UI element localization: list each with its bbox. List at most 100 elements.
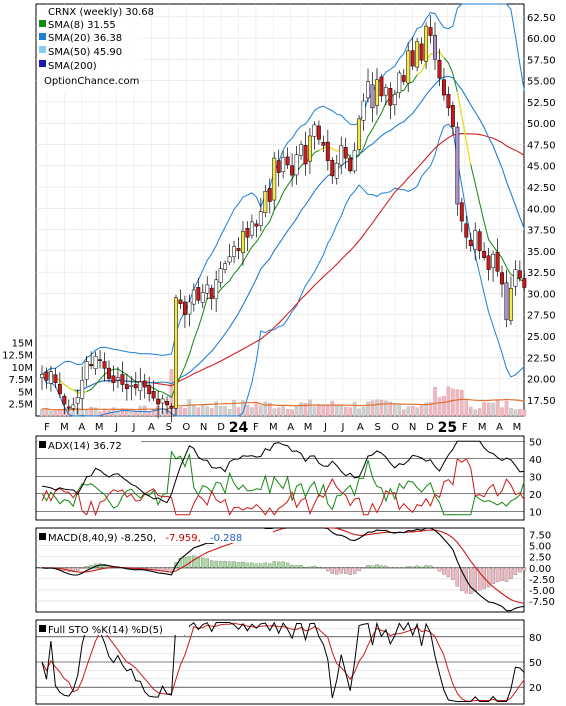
volume-bar <box>339 405 344 417</box>
volume-bar <box>209 408 214 417</box>
candle-body <box>89 364 94 367</box>
macd-hist-bar <box>290 564 294 568</box>
candle-body <box>263 191 268 213</box>
candle-body <box>80 379 85 399</box>
macd-hist-bar <box>250 562 254 568</box>
volume-tick-label: 2.5M <box>8 400 33 411</box>
macd-hist-bar <box>397 567 402 569</box>
macd-hist-bar <box>352 567 357 574</box>
macd-hist-bar <box>75 567 80 571</box>
candle-body <box>236 248 241 252</box>
macd-hist-bar <box>357 567 361 572</box>
sma-crossover-highlight <box>456 91 472 165</box>
candle-body <box>107 367 111 379</box>
x-axis-label: J <box>114 422 118 433</box>
legend-swatch-sma20 <box>39 33 46 40</box>
macd-hist-bar <box>272 561 276 568</box>
legend-swatch-sma50 <box>39 46 46 53</box>
volume-bar <box>178 406 183 417</box>
legend-swatch-sma200 <box>39 60 46 67</box>
candle-body <box>477 231 482 252</box>
candle-body <box>147 384 152 395</box>
x-axis-label: D <box>426 422 434 433</box>
adx-line <box>41 440 525 504</box>
x-axis-label: F <box>462 422 468 433</box>
macd-tick-label: 7.50 <box>529 531 551 542</box>
stoch-swatch <box>39 625 46 632</box>
macd-hist-bar <box>415 565 419 568</box>
candle-body <box>93 356 98 369</box>
volume-bar <box>303 402 308 417</box>
bollinger-lower-line <box>41 123 525 417</box>
price-tick-label: 47.50 <box>527 140 556 151</box>
candle-body <box>66 406 71 409</box>
candle-body <box>401 75 406 82</box>
price-tick-label: 55.00 <box>527 77 556 88</box>
x-axis-label: D <box>217 422 225 433</box>
volume-bar <box>522 409 527 417</box>
macd-hist-bar <box>348 567 352 575</box>
adx-minus-di-line <box>41 457 525 517</box>
adx-tick-label: 30 <box>529 472 542 483</box>
volume-bar <box>366 401 370 417</box>
candle-body <box>187 301 192 315</box>
macd-hist-bar <box>361 567 366 569</box>
legend-sma8: SMA(8) 31.55 <box>48 20 116 31</box>
macd-hist-bar <box>209 560 214 568</box>
volume-bar <box>486 402 491 417</box>
stoch-tick-label: 20 <box>529 683 542 694</box>
legend-swatch-sma8 <box>39 20 46 27</box>
macd-hist-bar <box>263 562 268 568</box>
candle-body <box>352 150 357 172</box>
volume-bar <box>259 405 263 417</box>
volume-bar <box>84 410 89 417</box>
candle-body <box>388 88 393 106</box>
macd-hist-bar <box>312 565 317 568</box>
macd-hist-bar <box>437 567 442 572</box>
macd-hist-bar <box>84 566 89 568</box>
volume-bar <box>276 407 281 417</box>
candle-body <box>241 231 245 253</box>
macd-hist-bar <box>241 561 245 568</box>
candle-body <box>312 124 317 137</box>
volume-bar <box>473 409 478 417</box>
volume-bar <box>504 400 509 417</box>
x-axis-labels: F M A M J J A S O N D 24 F M A M J J A S O N D 25 F M A M <box>44 420 521 436</box>
candle-body <box>397 72 402 94</box>
volume-bar <box>482 402 486 417</box>
legend-sma20: SMA(20) 36.38 <box>48 33 122 44</box>
x-axis-label: F <box>44 422 50 433</box>
price-tick-label: 25.00 <box>527 332 556 343</box>
volume-bar <box>437 397 442 417</box>
x-axis-label: O <box>391 422 399 433</box>
adx-tick-label: 20 <box>529 490 542 501</box>
volume-bar <box>120 408 125 417</box>
macd-hist-bar <box>428 565 433 568</box>
candle-body <box>433 35 437 60</box>
volume-bar <box>361 406 366 417</box>
macd-hist-bar <box>183 557 187 568</box>
macd-hist-bar <box>455 567 460 587</box>
volume-bar <box>267 402 272 417</box>
x-axis-label: A <box>357 422 364 433</box>
macd-axis-ticks: 7.505.002.500.00-2.50-5.00-7.50 <box>529 531 555 608</box>
macd-hist-bar <box>259 563 263 568</box>
volume-tick-label: 5M <box>18 387 33 398</box>
macd-hist-bar <box>321 567 326 569</box>
adx-lines <box>41 440 525 517</box>
macd-lines <box>41 527 525 612</box>
candle-body <box>191 289 196 305</box>
volume-bar <box>384 400 388 417</box>
price-tick-label: 40.00 <box>527 204 556 215</box>
legend-sma50: SMA(50) 45.90 <box>48 47 122 58</box>
candle-body <box>258 211 263 226</box>
price-tick-label: 32.50 <box>527 268 556 279</box>
volume-bar <box>509 408 513 417</box>
volume-bar <box>133 411 138 417</box>
volume-bar <box>442 395 446 417</box>
candle-body <box>254 223 259 227</box>
candle-body <box>294 154 299 176</box>
candle-body <box>223 263 228 270</box>
volume-bar <box>227 409 232 417</box>
volume-bar <box>330 400 335 417</box>
